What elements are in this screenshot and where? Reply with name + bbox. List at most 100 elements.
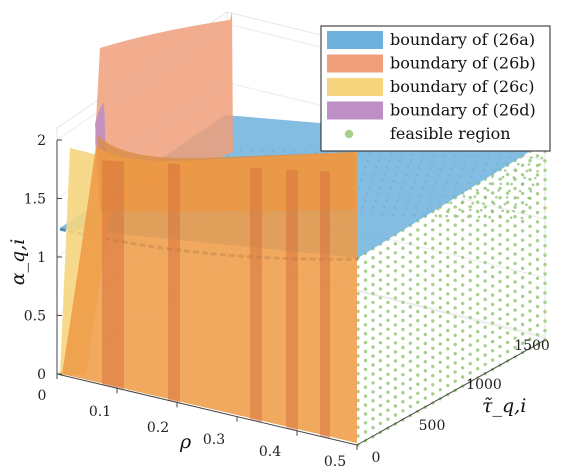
- feasible-point: [543, 234, 547, 238]
- feasible-point: [453, 232, 457, 237]
- feasible-point: [498, 177, 502, 181]
- feasible-point: [505, 196, 509, 199]
- feasible-point: [498, 317, 502, 321]
- feasible-point: [378, 376, 383, 381]
- feasible-point: [431, 282, 435, 287]
- feasible-point: [371, 336, 375, 340]
- x-tick-label: 0: [38, 388, 47, 404]
- feasible-point: [408, 287, 413, 291]
- feasible-point: [386, 327, 390, 331]
- feasible-point: [401, 400, 405, 404]
- x-tick-label: 0.3: [203, 432, 225, 448]
- feasible-point: [408, 232, 413, 237]
- feasible-point: [513, 299, 517, 303]
- feasible-point: [499, 216, 502, 219]
- y-tick-label: 0: [372, 450, 381, 466]
- feasible-point: [483, 260, 487, 265]
- feasible-point: [371, 273, 375, 278]
- feasible-point: [438, 260, 442, 264]
- feasible-point: [468, 232, 472, 237]
- x-tick-label: 0.1: [89, 404, 111, 420]
- feasible-point: [513, 261, 517, 266]
- feasible-point: [401, 409, 405, 413]
- feasible-point: [518, 189, 522, 193]
- feasible-point: [528, 205, 532, 210]
- feasible-point: [543, 281, 547, 286]
- feasible-point: [483, 279, 487, 283]
- feasible-point: [393, 305, 398, 309]
- feasible-point: [371, 354, 375, 358]
- feasible-point: [416, 355, 420, 359]
- feasible-point: [363, 269, 368, 273]
- feasible-point: [408, 260, 413, 264]
- feasible-point: [490, 237, 495, 242]
- feasible-point: [453, 214, 457, 218]
- feasible-point: [416, 237, 420, 241]
- feasible-point: [423, 232, 427, 237]
- feasible-point: [505, 172, 510, 177]
- feasible-point: [386, 417, 390, 421]
- feasible-point: [438, 287, 442, 291]
- feasible-point: [356, 425, 360, 429]
- feasible-point: [363, 305, 368, 309]
- feasible-point: [393, 341, 398, 345]
- feasible-point: [386, 264, 390, 269]
- feasible-point: [483, 325, 487, 329]
- feasible-point: [438, 296, 442, 300]
- surface-26b-front: [62, 146, 357, 443]
- feasible-point: [453, 342, 457, 347]
- y-ticks: 0 500 1000 1500: [372, 338, 550, 466]
- feasible-point: [468, 306, 472, 310]
- feasible-point: [468, 343, 472, 347]
- feasible-point: [483, 334, 487, 339]
- feasible-point: [363, 323, 368, 327]
- feasible-point: [468, 325, 472, 329]
- feasible-point: [386, 390, 390, 394]
- feasible-point: [401, 318, 405, 323]
- feasible-point: [528, 215, 532, 219]
- feasible-point: [520, 238, 525, 242]
- feasible-point: [378, 403, 383, 408]
- feasible-point: [453, 361, 457, 365]
- feasible-point: [535, 276, 540, 280]
- feasible-point: [486, 188, 490, 192]
- legend-label: boundary of (26b): [390, 54, 536, 73]
- feasible-point: [461, 255, 465, 260]
- feasible-point: [483, 307, 487, 311]
- feasible-point: [471, 202, 475, 205]
- feasible-point: [446, 246, 450, 250]
- feasible-point: [453, 296, 457, 301]
- feasible-point: [461, 356, 465, 361]
- feasible-point: [505, 191, 510, 195]
- feasible-point: [458, 208, 462, 211]
- feasible-point: [371, 309, 375, 313]
- feasible-point: [482, 202, 485, 205]
- feasible-point: [513, 243, 517, 247]
- stripe: [168, 163, 180, 404]
- feasible-point: [483, 288, 487, 292]
- feasible-point: [453, 269, 457, 273]
- feasible-point: [543, 159, 547, 163]
- feasible-point: [505, 182, 510, 186]
- feasible-point: [483, 214, 487, 218]
- feasible-point: [431, 337, 435, 341]
- feasible-point: [356, 434, 360, 438]
- feasible-point: [543, 168, 547, 172]
- feasible-point: [416, 373, 420, 377]
- feasible-point: [408, 377, 413, 382]
- feasible-point: [513, 336, 517, 340]
- feasible-point: [378, 287, 383, 291]
- feasible-point: [476, 320, 480, 325]
- feasible-point: [495, 195, 498, 199]
- feasible-point: [438, 278, 442, 282]
- feasible-point: [520, 191, 525, 196]
- feasible-point: [483, 233, 487, 237]
- feasible-point: [468, 334, 472, 338]
- feasible-point: [356, 345, 360, 349]
- feasible-point: [483, 344, 487, 348]
- feasible-point: [401, 345, 405, 350]
- legend-label: feasible region: [390, 124, 511, 143]
- feasible-point: [461, 366, 465, 370]
- feasible-point: [416, 364, 420, 368]
- feasible-point: [371, 381, 375, 385]
